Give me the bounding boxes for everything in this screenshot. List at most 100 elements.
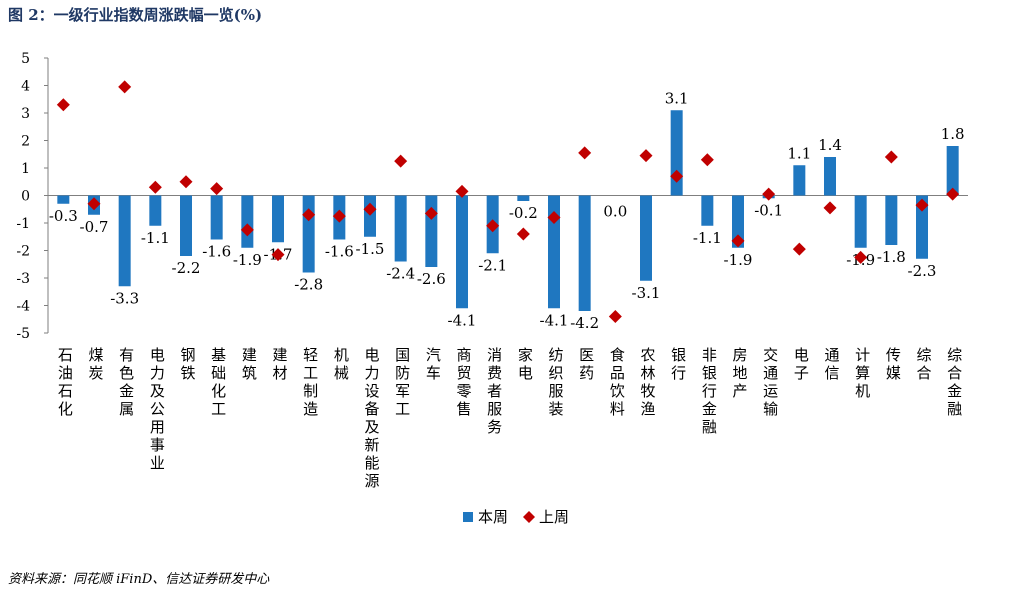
data-label-3: -3.3 bbox=[110, 289, 139, 307]
y-tick-label: -2 bbox=[16, 244, 30, 260]
category-label-13: 汽车 bbox=[426, 346, 441, 382]
data-label-11: -1.5 bbox=[356, 240, 385, 258]
category-label-15: 消费者服务 bbox=[487, 346, 502, 436]
category-label-23: 房地产 bbox=[732, 346, 747, 400]
data-label-2: -0.7 bbox=[80, 218, 109, 236]
y-tick-label: 5 bbox=[21, 51, 30, 67]
bar-22 bbox=[701, 195, 714, 226]
category-label-12: 国防军工 bbox=[395, 346, 410, 418]
bar-1 bbox=[57, 195, 70, 204]
bar-7 bbox=[241, 195, 254, 248]
bar-18 bbox=[578, 195, 591, 311]
data-label-4: -1.1 bbox=[141, 229, 170, 247]
marker-15 bbox=[486, 219, 500, 233]
marker-3 bbox=[118, 80, 132, 94]
y-tick-label: -5 bbox=[16, 326, 30, 342]
marker-24 bbox=[762, 187, 776, 201]
data-label-26: 1.4 bbox=[818, 136, 842, 154]
marker-26 bbox=[823, 201, 837, 215]
y-tick-label: -3 bbox=[16, 271, 30, 287]
category-label-9: 轻工制造 bbox=[303, 346, 318, 418]
y-tick-label: -4 bbox=[16, 299, 30, 315]
bar-23 bbox=[732, 195, 744, 248]
chart: 543210-1-2-3-4-5-0.3-0.7-3.3-1.1-2.2-1.6… bbox=[16, 51, 968, 526]
marker-8 bbox=[271, 248, 285, 262]
bar-3 bbox=[118, 195, 131, 287]
marker-11 bbox=[363, 202, 377, 216]
marker-21 bbox=[670, 169, 684, 183]
bar-20 bbox=[640, 195, 652, 281]
legend-swatch-bar bbox=[463, 512, 473, 522]
category-label-25: 电子 bbox=[794, 346, 809, 382]
y-tick-label: 2 bbox=[21, 134, 30, 150]
data-label-7: -1.9 bbox=[233, 251, 262, 269]
data-label-5: -2.2 bbox=[172, 259, 201, 277]
data-label-9: -2.8 bbox=[294, 276, 323, 294]
y-tick-label: 3 bbox=[21, 106, 30, 122]
bar-5 bbox=[180, 195, 192, 256]
y-tick-label: 4 bbox=[21, 79, 30, 95]
marker-28 bbox=[884, 150, 898, 164]
data-label-15: -2.1 bbox=[478, 256, 507, 274]
category-label-4: 电力及公用事业 bbox=[150, 346, 165, 472]
bar-26 bbox=[824, 157, 836, 196]
category-label-29: 综合 bbox=[916, 346, 931, 382]
bar-17 bbox=[548, 195, 560, 309]
y-tick-label: 0 bbox=[21, 189, 30, 205]
data-label-29: -2.3 bbox=[908, 262, 937, 280]
category-label-28: 传媒 bbox=[886, 346, 901, 382]
bar-29 bbox=[916, 195, 928, 259]
marker-25 bbox=[792, 242, 806, 256]
category-label-8: 建材 bbox=[272, 346, 287, 382]
legend-label-bar: 本周 bbox=[478, 508, 508, 526]
marker-1 bbox=[56, 98, 70, 112]
category-label-10: 机械 bbox=[334, 346, 349, 382]
bar-9 bbox=[302, 195, 315, 273]
y-tick-label: 1 bbox=[21, 161, 30, 177]
category-label-5: 钢铁 bbox=[180, 346, 195, 382]
category-label-11: 电力设备及新能源 bbox=[364, 346, 379, 490]
category-label-16: 家电 bbox=[518, 346, 533, 382]
category-label-1: 石油石化 bbox=[58, 346, 73, 418]
marker-18 bbox=[578, 146, 592, 160]
legend-label-marker: 上周 bbox=[539, 508, 569, 526]
bar-14 bbox=[456, 195, 468, 309]
bar-27 bbox=[854, 195, 867, 248]
marker-10 bbox=[332, 209, 346, 223]
bar-25 bbox=[793, 165, 806, 196]
y-tick-label: -1 bbox=[16, 216, 30, 232]
data-label-18: -4.2 bbox=[570, 314, 599, 332]
category-label-19: 食品饮料 bbox=[610, 346, 625, 418]
data-label-22: -1.1 bbox=[693, 229, 722, 247]
category-label-7: 建筑 bbox=[242, 346, 257, 382]
bar-16 bbox=[517, 195, 530, 201]
data-label-10: -1.6 bbox=[325, 243, 354, 261]
source-note: 资料来源：同花顺 iFinD、信达证券研发中心 bbox=[8, 572, 270, 587]
category-label-24: 交通运输 bbox=[763, 346, 778, 418]
marker-5 bbox=[179, 175, 193, 189]
category-label-3: 有色金属 bbox=[119, 346, 134, 418]
marker-27 bbox=[854, 250, 868, 264]
chart-title: 图 2：一级行业指数周涨跌幅一览(%) bbox=[8, 6, 263, 24]
marker-29 bbox=[915, 198, 929, 212]
data-label-20: -3.1 bbox=[632, 284, 661, 302]
data-label-13: -2.6 bbox=[417, 270, 446, 288]
bar-12 bbox=[394, 195, 407, 262]
marker-13 bbox=[424, 206, 438, 220]
marker-22 bbox=[700, 153, 714, 167]
data-label-30: 1.8 bbox=[941, 125, 965, 143]
category-label-22: 非银行金融 bbox=[702, 346, 717, 436]
category-label-26: 通信 bbox=[824, 346, 839, 382]
legend-swatch-marker bbox=[523, 511, 535, 523]
bar-6 bbox=[210, 195, 223, 240]
marker-20 bbox=[639, 149, 653, 163]
marker-4 bbox=[148, 180, 162, 194]
category-label-14: 商贸零售 bbox=[456, 346, 471, 418]
category-label-21: 银行 bbox=[671, 346, 686, 382]
category-label-30: 综合金融 bbox=[947, 346, 962, 418]
category-label-6: 基础化工 bbox=[211, 346, 226, 418]
marker-23 bbox=[731, 234, 745, 248]
data-label-19: 0.0 bbox=[603, 203, 627, 221]
marker-17 bbox=[547, 211, 561, 224]
data-label-16: -0.2 bbox=[509, 204, 538, 222]
